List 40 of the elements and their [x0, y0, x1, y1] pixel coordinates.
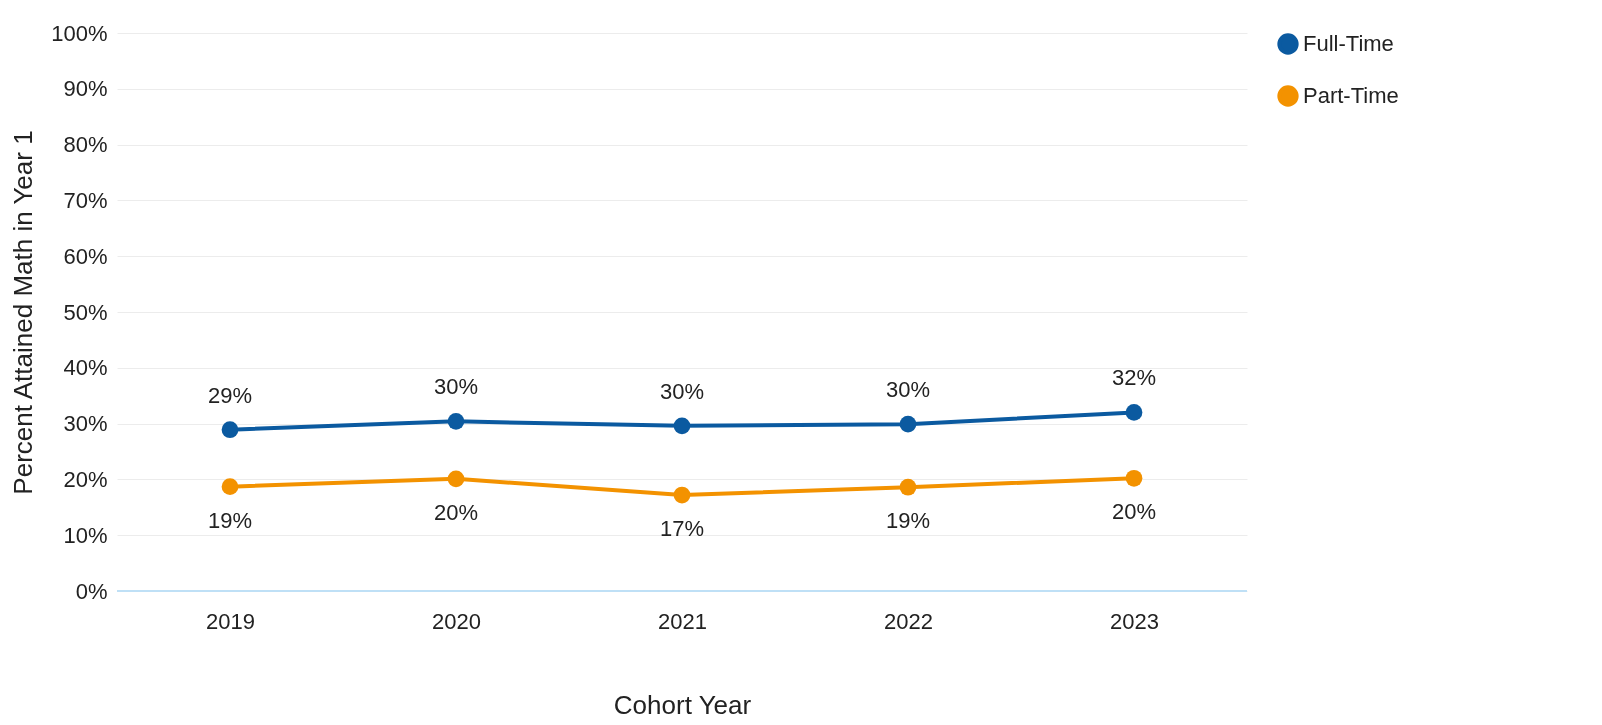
data-label: 29% — [207, 382, 253, 408]
point — [221, 478, 239, 495]
y-tick-label: 10% — [63, 522, 108, 548]
point — [1125, 469, 1143, 487]
legend-label: Full-Time — [1303, 31, 1394, 56]
data-label: 20% — [433, 499, 479, 525]
y-tick-label: 70% — [63, 187, 108, 213]
y-tick-label: 100% — [51, 20, 108, 46]
point — [899, 478, 917, 496]
y-tick-label: 80% — [63, 132, 108, 158]
point — [673, 486, 691, 504]
point — [899, 415, 917, 433]
data-label: 30% — [885, 377, 931, 403]
x-tick-label: 2020 — [432, 608, 481, 634]
data-label: 19% — [207, 507, 253, 533]
x-tick-label: 2019 — [206, 608, 255, 634]
x-tick-label: 2023 — [1110, 608, 1159, 634]
data-label: 17% — [659, 516, 705, 542]
y-tick-label: 0% — [75, 578, 108, 604]
y-tick-label: 30% — [63, 411, 108, 437]
x-tick-label: 2021 — [658, 608, 707, 634]
y-tick-label: 40% — [63, 355, 108, 381]
legend-label: Part-Time — [1303, 83, 1399, 108]
point — [221, 421, 239, 439]
y-tick-label: 20% — [63, 466, 108, 492]
point — [447, 413, 465, 430]
data-label: 30% — [659, 378, 705, 404]
y-axis-title: Percent Attained Math in Year 1 — [8, 130, 39, 495]
data-label: 19% — [885, 508, 931, 534]
point — [673, 417, 691, 435]
data-label: 32% — [1111, 365, 1157, 391]
x-tick-label: 2022 — [884, 608, 933, 634]
x-axis-title: Cohort Year — [613, 689, 752, 720]
point — [1125, 404, 1143, 421]
y-tick-label: 50% — [63, 299, 108, 325]
y-tick-label: 90% — [63, 76, 108, 102]
point — [447, 470, 465, 488]
data-label: 20% — [1111, 499, 1157, 525]
data-label: 30% — [433, 374, 479, 400]
y-tick-label: 60% — [63, 243, 108, 269]
